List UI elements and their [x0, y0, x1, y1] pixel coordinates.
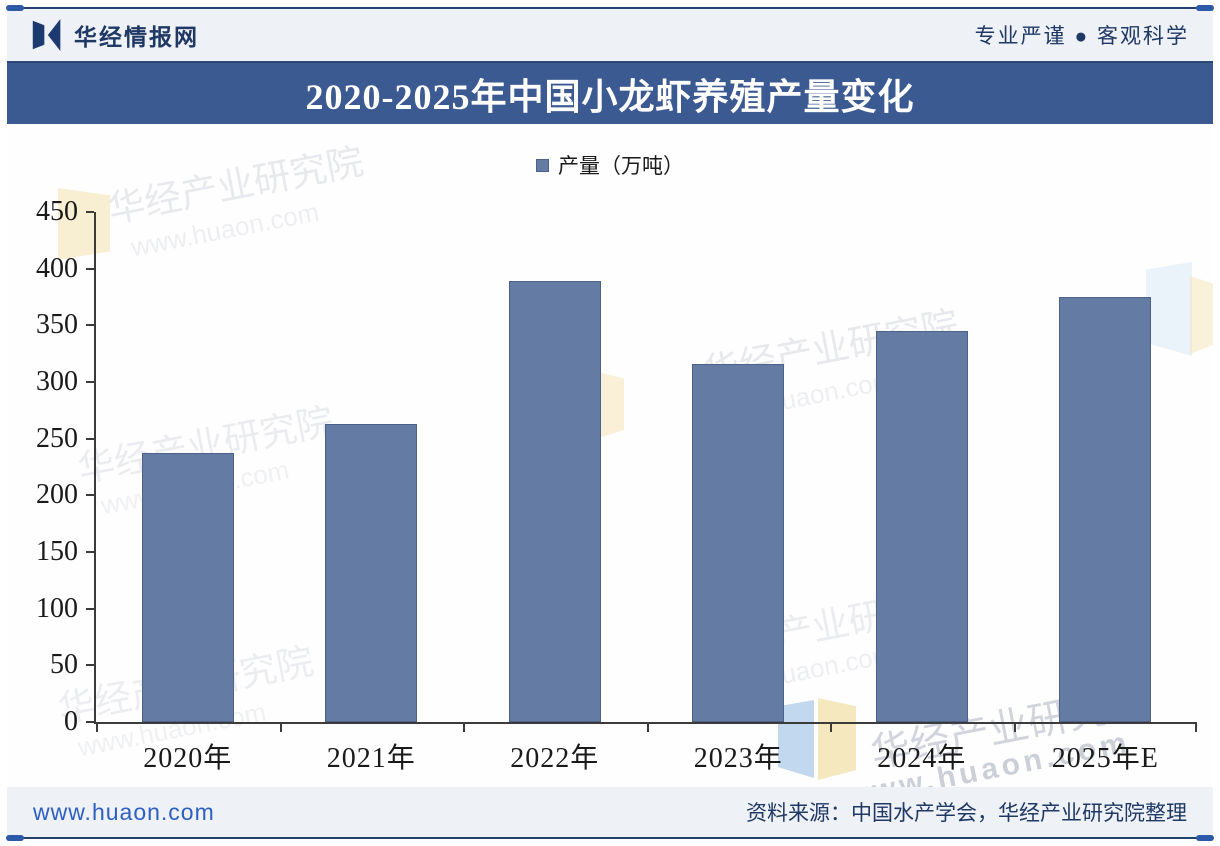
plot-area: 0 50 100 150 200 250 300 350 400 450 2020年 2021年 202…: [36, 196, 1197, 774]
top-right-rule-cap: [1196, 5, 1214, 11]
brand: 华经情报网: [31, 17, 199, 53]
x-axis-label: 2021年: [326, 743, 416, 774]
legend-swatch: [536, 158, 549, 172]
y-tick-label: 450: [36, 196, 78, 227]
y-tick-label: 400: [36, 252, 78, 284]
y-tick-label: 50: [50, 649, 78, 681]
x-axis-line: [94, 722, 1197, 724]
title-bar: 2020-2025年中国小龙虾养殖产量变化: [7, 61, 1213, 124]
bar-2021年: [325, 423, 418, 722]
x-axis-tick: [830, 724, 832, 732]
x-axis-label: 2022年: [510, 743, 600, 774]
x-axis-tick: [1195, 724, 1197, 732]
footer-website: www.huaon.com: [33, 798, 215, 825]
bar-2024年: [875, 331, 968, 722]
y-axis-tick: [86, 607, 94, 610]
legend-label: 产量（万吨）: [558, 155, 684, 178]
header-slogan: 专业严谨 ● 客观科学: [974, 25, 1189, 48]
y-axis-tick: [86, 267, 94, 270]
page-frame: 华经情报网 专业严谨 ● 客观科学 2020-2025年中国小龙虾养殖产量变化 …: [6, 5, 1214, 841]
x-axis-label: 2023年: [693, 743, 783, 774]
bottom-right-rule-cap: [1196, 835, 1214, 841]
chart-title: 2020-2025年中国小龙虾养殖产量变化: [305, 76, 915, 117]
bar-2025年E: [1059, 297, 1152, 722]
bar-2020年: [141, 453, 234, 722]
y-tick-label: 100: [36, 592, 78, 624]
book-mark-icon: [32, 19, 61, 51]
footer-source: 资料来源：中国水产学会，华经产业研究院整理: [746, 802, 1187, 825]
x-axis-tick: [279, 724, 282, 732]
bottom-left-rule-cap: [6, 835, 24, 841]
header-bar: 华经情报网 专业严谨 ● 客观科学: [7, 9, 1213, 61]
y-tick-label: 0: [64, 706, 78, 737]
top-left-rule-cap: [6, 5, 24, 11]
y-axis-tick: [86, 324, 94, 327]
chart-legend: 产量（万吨）: [7, 150, 1213, 180]
bar-2022年: [508, 281, 601, 722]
y-axis-tick: [86, 211, 94, 213]
x-axis-label: 2020年: [143, 743, 233, 774]
x-axis-tick: [646, 724, 649, 732]
y-tick-label: 250: [36, 422, 78, 454]
y-axis-line: [94, 212, 96, 724]
y-axis-tick: [86, 721, 94, 723]
y-axis-tick: [86, 381, 94, 383]
y-axis-tick: [86, 664, 94, 667]
bar-2023年: [692, 363, 785, 722]
x-axis-tick: [1013, 724, 1016, 732]
x-axis-label: 2025年E: [1051, 743, 1159, 774]
x-axis-tick: [96, 724, 98, 732]
y-tick-label: 150: [36, 536, 78, 567]
y-tick-label: 200: [36, 479, 78, 511]
y-axis-tick: [86, 551, 94, 553]
footer-bar: www.huaon.com 资料来源：中国水产学会，华经产业研究院整理: [7, 787, 1213, 837]
y-axis-tick: [86, 437, 94, 440]
brand-name: 华经情报网: [74, 24, 199, 50]
chart-region: 华经产业研究院 www.huaon.com 华经产业研究院 www.huaon.com…: [7, 124, 1213, 787]
y-tick-label: 300: [36, 366, 78, 397]
x-axis-label: 2024年: [877, 743, 967, 774]
y-axis-tick: [86, 494, 94, 497]
y-tick-label: 350: [36, 309, 78, 341]
x-axis-tick: [463, 724, 465, 732]
